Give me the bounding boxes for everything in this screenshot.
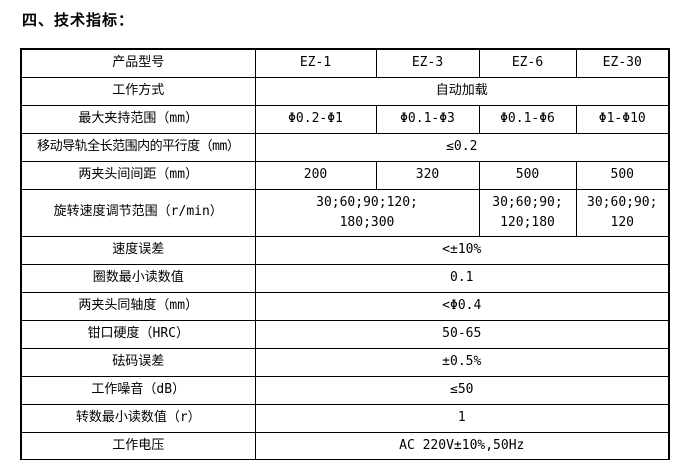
table-row-speed-range: 旋转速度调节范围（r/min） 30;60;90;120; 180;300 30…: [20, 188, 670, 237]
table-row-speed-error: 速度误差 <±10%: [20, 235, 670, 265]
table-row-weight-error: 砝码误差 ±0.5%: [20, 347, 670, 377]
row-label-parallelism: 移动导轨全长范围内的平行度（mm）: [20, 132, 256, 162]
value-cell-spacing-ez1: 200: [254, 160, 377, 190]
value-cell-clamp-ez3: Φ0.1-Φ3: [375, 104, 480, 134]
model-cell-ez1: EZ-1: [254, 48, 377, 78]
value-cell-working-voltage: AC 220V±10%,50Hz: [254, 431, 670, 460]
value-cell-spacing-ez3: 320: [375, 160, 480, 190]
value-cell-spacing-ez6: 500: [478, 160, 577, 190]
row-label-coaxiality: 两夹头同轴度（mm）: [20, 291, 256, 321]
table-row-working-noise: 工作噪音（dB） ≤50: [20, 375, 670, 405]
model-cell-ez3: EZ-3: [375, 48, 480, 78]
table-row-product-model: 产品型号 EZ-1 EZ-3 EZ-6 EZ-30: [20, 48, 670, 78]
row-label-weight-error: 砝码误差: [20, 347, 256, 377]
value-cell-speed-error: <±10%: [254, 235, 670, 265]
value-cell-coaxiality: <Φ0.4: [254, 291, 670, 321]
value-cell-jaw-hardness: 50-65: [254, 319, 670, 349]
section-title: 四、技术指标：: [22, 11, 135, 29]
value-cell-spacing-ez30: 500: [575, 160, 670, 190]
row-label-clamp-spacing: 两夹头间间距（mm）: [20, 160, 256, 190]
row-label-working-noise: 工作噪音（dB）: [20, 375, 256, 405]
row-label-product-model: 产品型号: [20, 48, 256, 78]
value-cell-speed-ez30: 30;60;90; 120: [575, 188, 670, 237]
value-cell-circle-min-reading: 0.1: [254, 263, 670, 293]
speed-line1: 30;60;90;120;: [316, 194, 418, 210]
table-row-clamp-spacing: 两夹头间间距（mm） 200 320 500 500: [20, 160, 670, 190]
table-row-rev-min-reading: 转数最小读数值（r） 1: [20, 403, 670, 433]
table-row-circle-min-reading: 圈数最小读数值 0.1: [20, 263, 670, 293]
row-label-speed-range: 旋转速度调节范围（r/min）: [20, 188, 256, 237]
row-label-jaw-hardness: 钳口硬度（HRC）: [20, 319, 256, 349]
model-cell-ez30: EZ-30: [575, 48, 670, 78]
value-cell-working-noise: ≤50: [254, 375, 670, 405]
value-cell-rev-min-reading: 1: [254, 403, 670, 433]
speed-line2: 120: [610, 214, 634, 230]
table-row-parallelism: 移动导轨全长范围内的平行度（mm） ≤0.2: [20, 132, 670, 162]
row-label-max-clamp-range: 最大夹持范围（mm）: [20, 104, 256, 134]
row-label-rev-min-reading: 转数最小读数值（r）: [20, 403, 256, 433]
table-row-work-mode: 工作方式 自动加载: [20, 76, 670, 106]
table-row-coaxiality: 两夹头同轴度（mm） <Φ0.4: [20, 291, 670, 321]
value-cell-clamp-ez6: Φ0.1-Φ6: [478, 104, 577, 134]
row-label-work-mode: 工作方式: [20, 76, 256, 106]
value-cell-clamp-ez30: Φ1-Φ10: [575, 104, 670, 134]
speed-line1: 30;60;90;: [587, 194, 658, 210]
row-label-circle-min-reading: 圈数最小读数值: [20, 263, 256, 293]
value-cell-speed-ez1-ez3: 30;60;90;120; 180;300: [254, 188, 480, 237]
speed-line2: 120;180: [500, 214, 555, 230]
value-cell-clamp-ez1: Φ0.2-Φ1: [254, 104, 377, 134]
table-row-working-voltage: 工作电压 AC 220V±10%,50Hz: [20, 431, 670, 460]
table-row-jaw-hardness: 钳口硬度（HRC） 50-65: [20, 319, 670, 349]
spec-table: 产品型号 EZ-1 EZ-3 EZ-6 EZ-30 工作方式 自动加载 最大夹持…: [20, 48, 670, 460]
value-cell-work-mode: 自动加载: [254, 76, 670, 106]
row-label-speed-error: 速度误差: [20, 235, 256, 265]
value-cell-weight-error: ±0.5%: [254, 347, 670, 377]
row-label-working-voltage: 工作电压: [20, 431, 256, 460]
speed-line2: 180;300: [339, 214, 395, 230]
model-cell-ez6: EZ-6: [478, 48, 577, 78]
value-cell-speed-ez6: 30;60;90; 120;180: [478, 188, 577, 237]
value-cell-parallelism: ≤0.2: [254, 132, 670, 162]
table-row-max-clamp-range: 最大夹持范围（mm） Φ0.2-Φ1 Φ0.1-Φ3 Φ0.1-Φ6 Φ1-Φ1…: [20, 104, 670, 134]
speed-line1: 30;60;90;: [492, 194, 563, 210]
